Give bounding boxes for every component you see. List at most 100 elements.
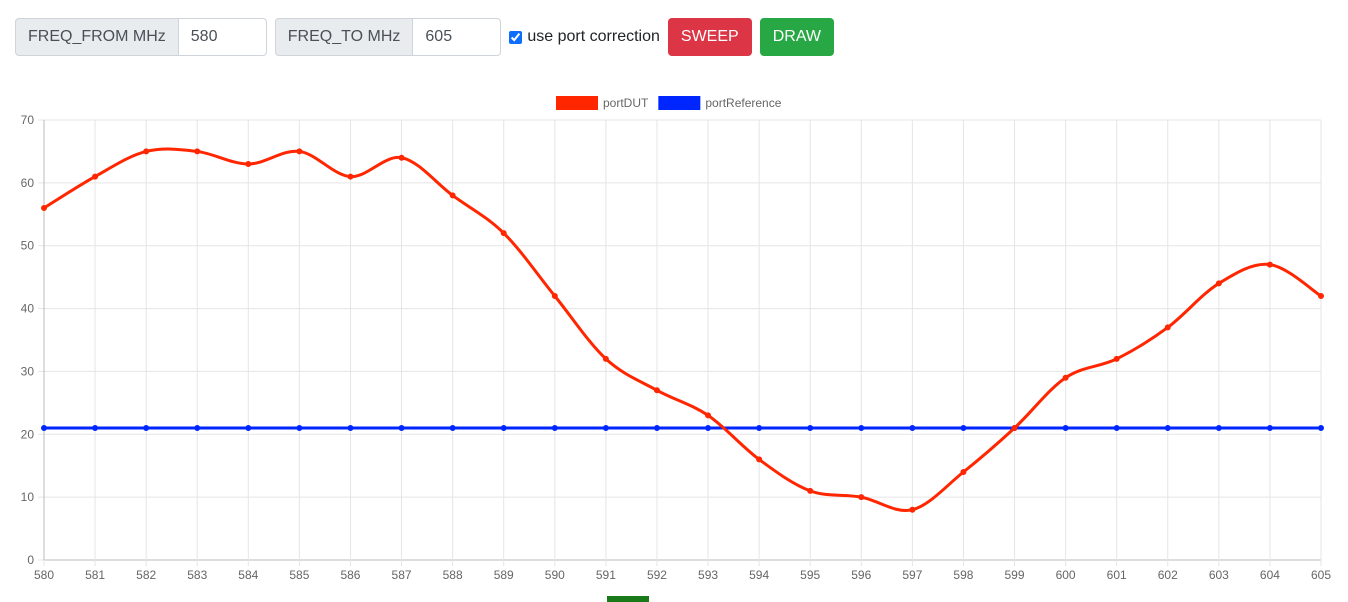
data-point-portdut: [41, 205, 47, 211]
data-point-portreference: [449, 425, 456, 431]
x-tick-label: 586: [340, 568, 360, 582]
data-point-portreference: [1062, 425, 1069, 431]
data-point-portdut: [194, 148, 201, 155]
x-tick-label: 600: [1056, 568, 1076, 582]
data-point-portdut: [449, 192, 456, 199]
data-point-portdut: [92, 173, 99, 180]
data-point-portreference: [960, 425, 967, 431]
legend-label-portreference[interactable]: portReference: [705, 96, 781, 110]
x-tick-label: 588: [443, 568, 463, 582]
y-tick-label: 70: [21, 113, 35, 127]
data-point-portdut: [807, 487, 814, 494]
data-point-portdut: [347, 173, 354, 180]
x-tick-label: 591: [596, 568, 616, 582]
x-tick-label: 589: [494, 568, 514, 582]
x-tick-label: 601: [1107, 568, 1127, 582]
data-point-portdut: [1164, 324, 1171, 331]
legend-label-portdut[interactable]: portDUT: [603, 96, 649, 110]
x-tick-label: 603: [1209, 568, 1229, 582]
port-correction-label[interactable]: use port correction: [527, 28, 660, 45]
freq-to-group: FREQ_TO MHz: [274, 18, 502, 56]
y-tick-label: 0: [27, 553, 34, 567]
data-point-portdut: [756, 456, 763, 463]
data-point-portreference: [756, 425, 763, 431]
x-tick-label: 593: [698, 568, 718, 582]
freq-from-group: FREQ_FROM MHz: [15, 18, 267, 56]
data-point-portdut: [245, 161, 252, 167]
data-point-portdut: [858, 494, 865, 501]
data-point-portreference: [1266, 425, 1273, 431]
x-tick-label: 602: [1158, 568, 1178, 582]
freq-to-input[interactable]: [412, 18, 502, 56]
toolbar: FREQ_FROM MHz FREQ_TO MHz use port corre…: [15, 18, 842, 56]
data-point-portreference: [807, 425, 814, 431]
data-point-portdut: [143, 148, 150, 155]
chart-legend: portDUT portReference: [556, 96, 782, 110]
data-point-portreference: [653, 425, 660, 431]
data-point-portreference: [858, 425, 865, 431]
y-tick-label: 50: [21, 239, 35, 253]
data-point-portdut: [1215, 280, 1222, 287]
x-tick-label: 595: [800, 568, 820, 582]
data-point-portreference: [194, 425, 201, 431]
data-point-portdut: [1011, 425, 1018, 431]
data-point-portreference: [92, 425, 99, 431]
freq-from-label: FREQ_FROM MHz: [15, 18, 178, 56]
data-point-portdut: [551, 293, 558, 299]
x-tick-label: 599: [1005, 568, 1025, 582]
data-point-portreference: [398, 425, 405, 431]
y-tick-label: 40: [21, 302, 35, 316]
data-point-portreference: [551, 425, 558, 431]
data-point-portreference: [1164, 425, 1171, 431]
data-point-portdut: [909, 506, 916, 513]
x-tick-label: 604: [1260, 568, 1280, 582]
x-tick-label: 587: [392, 568, 412, 582]
x-tick-label: 592: [647, 568, 667, 582]
draw-button[interactable]: DRAW: [759, 18, 834, 56]
data-point-portreference: [602, 425, 609, 431]
data-point-portdut: [1266, 261, 1273, 268]
data-point-portreference: [909, 425, 916, 431]
data-point-portdut: [1113, 355, 1120, 362]
sweep-button[interactable]: SWEEP: [667, 18, 752, 56]
x-tick-label: 585: [289, 568, 309, 582]
data-point-portreference: [41, 425, 47, 431]
x-tick-label: 581: [85, 568, 105, 582]
data-point-portdut: [602, 355, 609, 362]
data-point-portreference: [245, 425, 252, 431]
x-tick-label: 596: [851, 568, 871, 582]
data-point-portdut: [653, 387, 660, 394]
chart-grid: [38, 119, 1322, 566]
chart-axes: 0 10 20 30 40 50 60 70 580 581 582 583 584 585 586 587 5…: [21, 113, 1332, 582]
x-tick-label: 590: [545, 568, 565, 582]
data-point-portreference: [1113, 425, 1120, 431]
freq-to-label: FREQ_TO MHz: [274, 18, 413, 56]
data-point-portdut: [1318, 293, 1324, 299]
x-tick-label: 598: [953, 568, 973, 582]
y-tick-label: 30: [21, 364, 35, 378]
data-point-portdut: [705, 412, 712, 419]
data-point-portdut: [296, 148, 303, 155]
data-point-portreference: [1215, 425, 1222, 431]
data-point-portreference: [500, 425, 507, 431]
chart-series: [41, 147, 1324, 513]
x-tick-label: 597: [902, 568, 922, 582]
y-tick-label: 10: [21, 490, 35, 504]
data-point-portreference: [347, 425, 354, 431]
port-correction-toggle: use port correction: [509, 28, 660, 46]
data-point-portreference: [143, 425, 150, 431]
data-point-portdut: [398, 154, 405, 161]
y-tick-label: 60: [21, 176, 35, 190]
data-point-portdut: [960, 469, 967, 475]
data-point-portdut: [1062, 374, 1069, 381]
legend-swatch-portdut[interactable]: [556, 96, 598, 110]
freq-from-input[interactable]: [177, 18, 267, 56]
port-correction-checkbox[interactable]: [509, 30, 523, 44]
third-series-legend-swatch: [607, 596, 649, 602]
data-point-portreference: [705, 425, 712, 431]
data-point-portreference: [1318, 425, 1324, 431]
legend-swatch-portreference[interactable]: [658, 96, 701, 110]
x-tick-label: 605: [1311, 568, 1331, 582]
data-point-portreference: [296, 425, 303, 431]
